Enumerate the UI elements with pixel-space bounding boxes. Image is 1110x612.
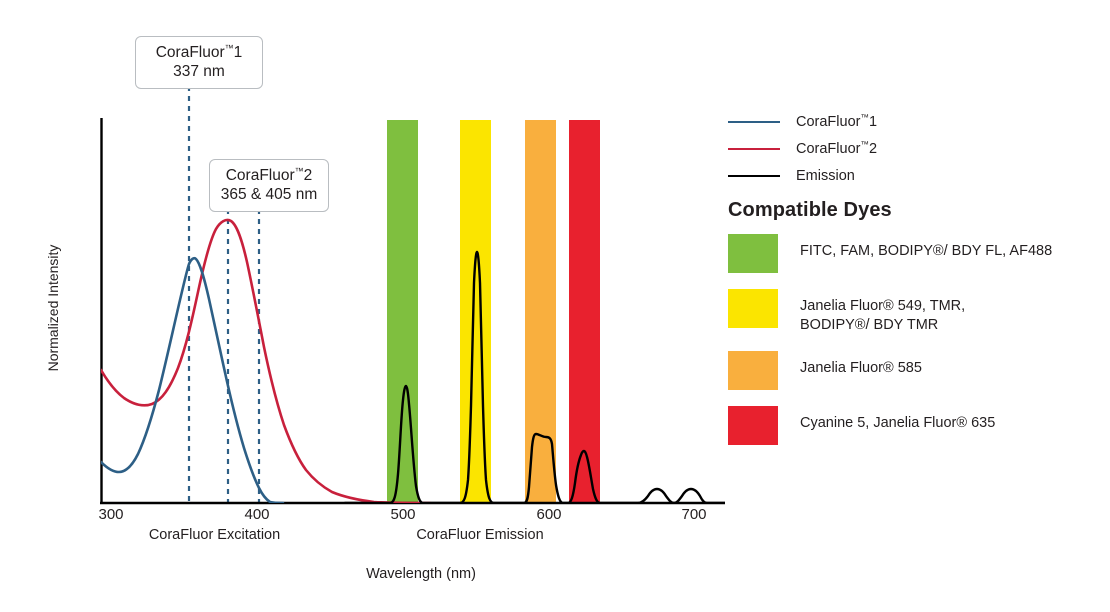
callout-corafluor2-title: CoraFluor™2 bbox=[225, 165, 313, 184]
callout-corafluor1-title: CoraFluor™1 bbox=[155, 42, 243, 61]
dye-swatch-green bbox=[728, 234, 778, 273]
y-axis-label: Normalized Intensity bbox=[45, 244, 61, 372]
trademark-symbol: ™ bbox=[860, 138, 869, 149]
emission-band-red bbox=[569, 120, 600, 503]
x-tick-300: 300 bbox=[98, 506, 124, 523]
dye-label-yellow: Janelia Fluor® 549, TMR, BODIPY®/ BDY TM… bbox=[800, 298, 966, 334]
emission-band-group bbox=[387, 120, 600, 503]
x-tick-400: 400 bbox=[244, 506, 270, 523]
dye-label-orange: Janelia Fluor® 585 bbox=[800, 360, 922, 377]
callout-corafluor2: CoraFluor™2 365 & 405 nm bbox=[209, 159, 329, 212]
curve-corafluor2 bbox=[101, 218, 432, 503]
x-tick-600: 600 bbox=[536, 506, 562, 523]
legend-label-emission: Emission bbox=[796, 167, 855, 184]
dye-swatch-yellow bbox=[728, 289, 778, 328]
callout-corafluor1: CoraFluor™1 337 nm bbox=[135, 36, 263, 89]
dye-item-green: FITC, FAM, BODIPY®/ BDY FL, AF488 bbox=[728, 234, 1098, 273]
legend-item-emission: Emission bbox=[728, 162, 1088, 189]
dye-swatch-red bbox=[728, 406, 778, 446]
curve-emission bbox=[343, 250, 725, 503]
dye-item-orange: Janelia Fluor® 585 bbox=[728, 351, 1098, 391]
compatible-dyes-list: FITC, FAM, BODIPY®/ BDY FL, AF488 Janeli… bbox=[728, 234, 1098, 461]
legend-swatch-line-corafluor2 bbox=[728, 147, 780, 150]
legend-swatch-line-emission bbox=[728, 174, 780, 177]
legend-swatch-line-corafluor1 bbox=[728, 120, 780, 123]
legend-label-corafluor2: CoraFluor™2 bbox=[796, 138, 878, 157]
legend-item-corafluor2: CoraFluor™2 bbox=[728, 135, 1088, 162]
callout-corafluor1-value: 337 nm bbox=[173, 62, 225, 80]
curve-corafluor1 bbox=[101, 256, 285, 503]
trademark-symbol: ™ bbox=[224, 42, 234, 53]
dye-swatch-orange bbox=[728, 351, 778, 391]
excitation-marker-lines bbox=[187, 86, 261, 503]
x-tick-500: 500 bbox=[390, 506, 416, 523]
legend-label-corafluor1: CoraFluor™1 bbox=[796, 111, 878, 130]
series-legend: CoraFluor™1 CoraFluor™2 Emission bbox=[728, 108, 1088, 189]
dye-label-green: FITC, FAM, BODIPY®/ BDY FL, AF488 bbox=[800, 243, 1053, 259]
callout-corafluor2-value: 365 & 405 nm bbox=[220, 185, 318, 203]
region-label-emission: CoraFluor Emission bbox=[416, 527, 544, 543]
x-tick-700: 700 bbox=[681, 506, 707, 523]
trademark-symbol: ™ bbox=[294, 165, 304, 176]
compatible-dyes-title: Compatible Dyes bbox=[728, 199, 892, 221]
dye-item-red: Cyanine 5, Janelia Fluor® 635 bbox=[728, 406, 1098, 446]
x-axis-label: Wavelength (nm) bbox=[366, 566, 476, 582]
dye-label-red: Cyanine 5, Janelia Fluor® 635 bbox=[800, 415, 996, 432]
region-label-excitation: CoraFluor Excitation bbox=[148, 527, 281, 543]
legend-item-corafluor1: CoraFluor™1 bbox=[728, 108, 1088, 135]
trademark-symbol: ™ bbox=[860, 111, 869, 122]
emission-band-yellow bbox=[460, 120, 491, 503]
dye-item-yellow: Janelia Fluor® 549, TMR, BODIPY®/ BDY TM… bbox=[728, 289, 1098, 335]
